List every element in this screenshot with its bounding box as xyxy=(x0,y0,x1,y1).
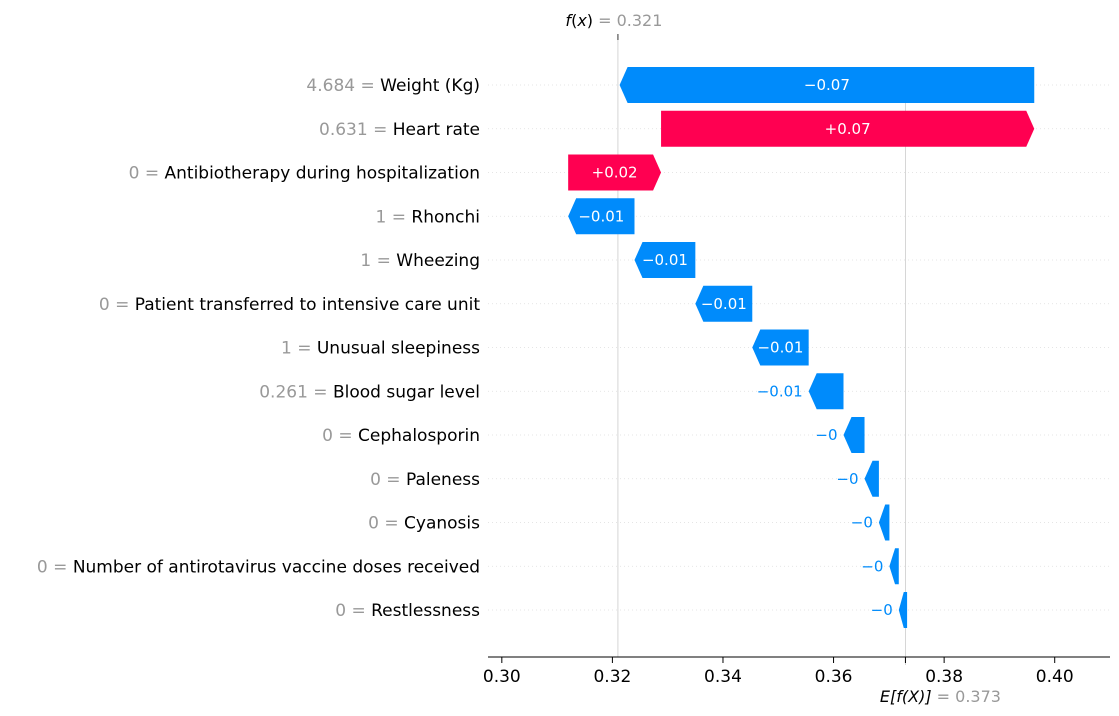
fx-annotation: f(x) = 0.321 xyxy=(565,11,662,30)
bar-value-label: −0.01 xyxy=(701,295,747,313)
bar-negative xyxy=(898,592,908,628)
feature-name: Unusual sleepiness xyxy=(317,339,480,359)
feature-name: Weight (Kg) xyxy=(380,76,480,96)
x-tick-label: 0.30 xyxy=(483,667,521,687)
bars: −0.07 +0.07 +0.02 −0.01 −0.01 −0.01 −0.01 −0.01… xyxy=(568,67,1035,628)
feature-value: 0 xyxy=(335,601,346,621)
feature-name: Heart rate xyxy=(393,120,480,140)
feature-value: 1 xyxy=(376,207,387,227)
bar-value-label: −0 xyxy=(861,557,883,575)
x-tick-label: 0.40 xyxy=(1036,667,1074,687)
x-tick-label: 0.32 xyxy=(593,667,631,687)
feature-label: 0.631 = Heart rate xyxy=(319,120,480,140)
bar-value-label: −0.01 xyxy=(578,207,624,225)
x-tick-label: 0.34 xyxy=(704,667,742,687)
feature-label: 0.261 = Blood sugar level xyxy=(259,382,480,402)
bar-value-label: −0 xyxy=(851,514,873,532)
bar-value-label: +0.02 xyxy=(592,164,638,182)
bar-negative xyxy=(695,285,753,322)
feature-name: Wheezing xyxy=(396,251,480,271)
feature-value: 0.631 xyxy=(319,120,368,140)
bar-value-label: +0.07 xyxy=(825,120,871,138)
feature-label: 0 = Restlessness xyxy=(335,601,480,621)
feature-label: 0 = Cephalosporin xyxy=(322,426,480,446)
feature-name: Blood sugar level xyxy=(333,382,480,402)
fx-value: 0.321 xyxy=(617,11,663,30)
feature-labels: 4.684 = Weight (Kg) 0.631 = Heart rate 0 =… xyxy=(37,76,480,621)
x-axis: 0.30 0.32 0.34 0.36 0.38 0.40 xyxy=(483,656,1110,687)
bar-negative xyxy=(634,242,696,278)
feature-value: 1 xyxy=(281,339,292,359)
feature-label: 0 = Patient transferred to intensive car… xyxy=(99,295,480,315)
feature-value: 0 xyxy=(322,426,333,446)
bar-negative xyxy=(752,329,809,366)
bar-negative xyxy=(619,67,1035,103)
bar-value-label: −0 xyxy=(815,426,837,444)
feature-label: 0 = Paleness xyxy=(370,470,480,490)
feature-name: Restlessness xyxy=(371,601,480,621)
efx-value: 0.373 xyxy=(955,687,1001,706)
feature-value: 0 xyxy=(370,470,381,490)
feature-label: 0 = Cyanosis xyxy=(368,514,480,534)
feature-value: 0 xyxy=(37,557,48,577)
bar-negative xyxy=(568,198,635,235)
bar-value-label: −0.01 xyxy=(642,251,688,269)
feature-value: 0 xyxy=(99,295,110,315)
bar-value-label: −0 xyxy=(871,601,893,619)
feature-name: Cyanosis xyxy=(404,514,480,534)
feature-name: Number of antirotavirus vaccine doses re… xyxy=(73,557,480,577)
reference-lines xyxy=(617,34,906,665)
feature-value: 4.684 xyxy=(306,76,355,96)
feature-label: 0 = Antibiotherapy during hospitalizatio… xyxy=(129,164,480,184)
feature-label: 4.684 = Weight (Kg) xyxy=(306,76,480,96)
feature-value: 0 xyxy=(368,514,379,534)
bar-negative xyxy=(864,460,879,497)
bar-negative xyxy=(889,548,899,585)
bar-value-label: −0.01 xyxy=(757,339,803,357)
feature-name: Rhonchi xyxy=(411,207,480,227)
feature-value: 1 xyxy=(360,251,371,271)
x-tick-label: 0.36 xyxy=(815,667,853,687)
feature-label: 1 = Rhonchi xyxy=(376,207,481,227)
bar-positive xyxy=(568,154,662,191)
bar-value-label: −0 xyxy=(836,470,858,488)
bar-negative xyxy=(808,373,844,410)
bar-value-label: −0.01 xyxy=(757,382,803,400)
feature-label: 0 = Number of antirotavirus vaccine dose… xyxy=(37,557,480,577)
bar-positive xyxy=(661,110,1035,147)
bar-value-label: −0.07 xyxy=(804,76,850,94)
bar-negative xyxy=(843,417,865,453)
x-tick-label: 0.38 xyxy=(925,667,963,687)
feature-name: Antibiotherapy during hospitalization xyxy=(165,164,481,184)
efx-annotation: E[f(X)] = 0.373 xyxy=(880,687,1001,706)
bar-negative xyxy=(878,504,890,541)
feature-name: Cephalosporin xyxy=(358,426,480,446)
feature-label: 1 = Unusual sleepiness xyxy=(281,339,480,359)
feature-name: Patient transferred to intensive care un… xyxy=(135,295,481,315)
feature-value: 0 xyxy=(129,164,140,184)
feature-name: Paleness xyxy=(406,470,480,490)
feature-value: 0.261 xyxy=(259,382,308,402)
feature-label: 1 = Wheezing xyxy=(360,251,480,271)
